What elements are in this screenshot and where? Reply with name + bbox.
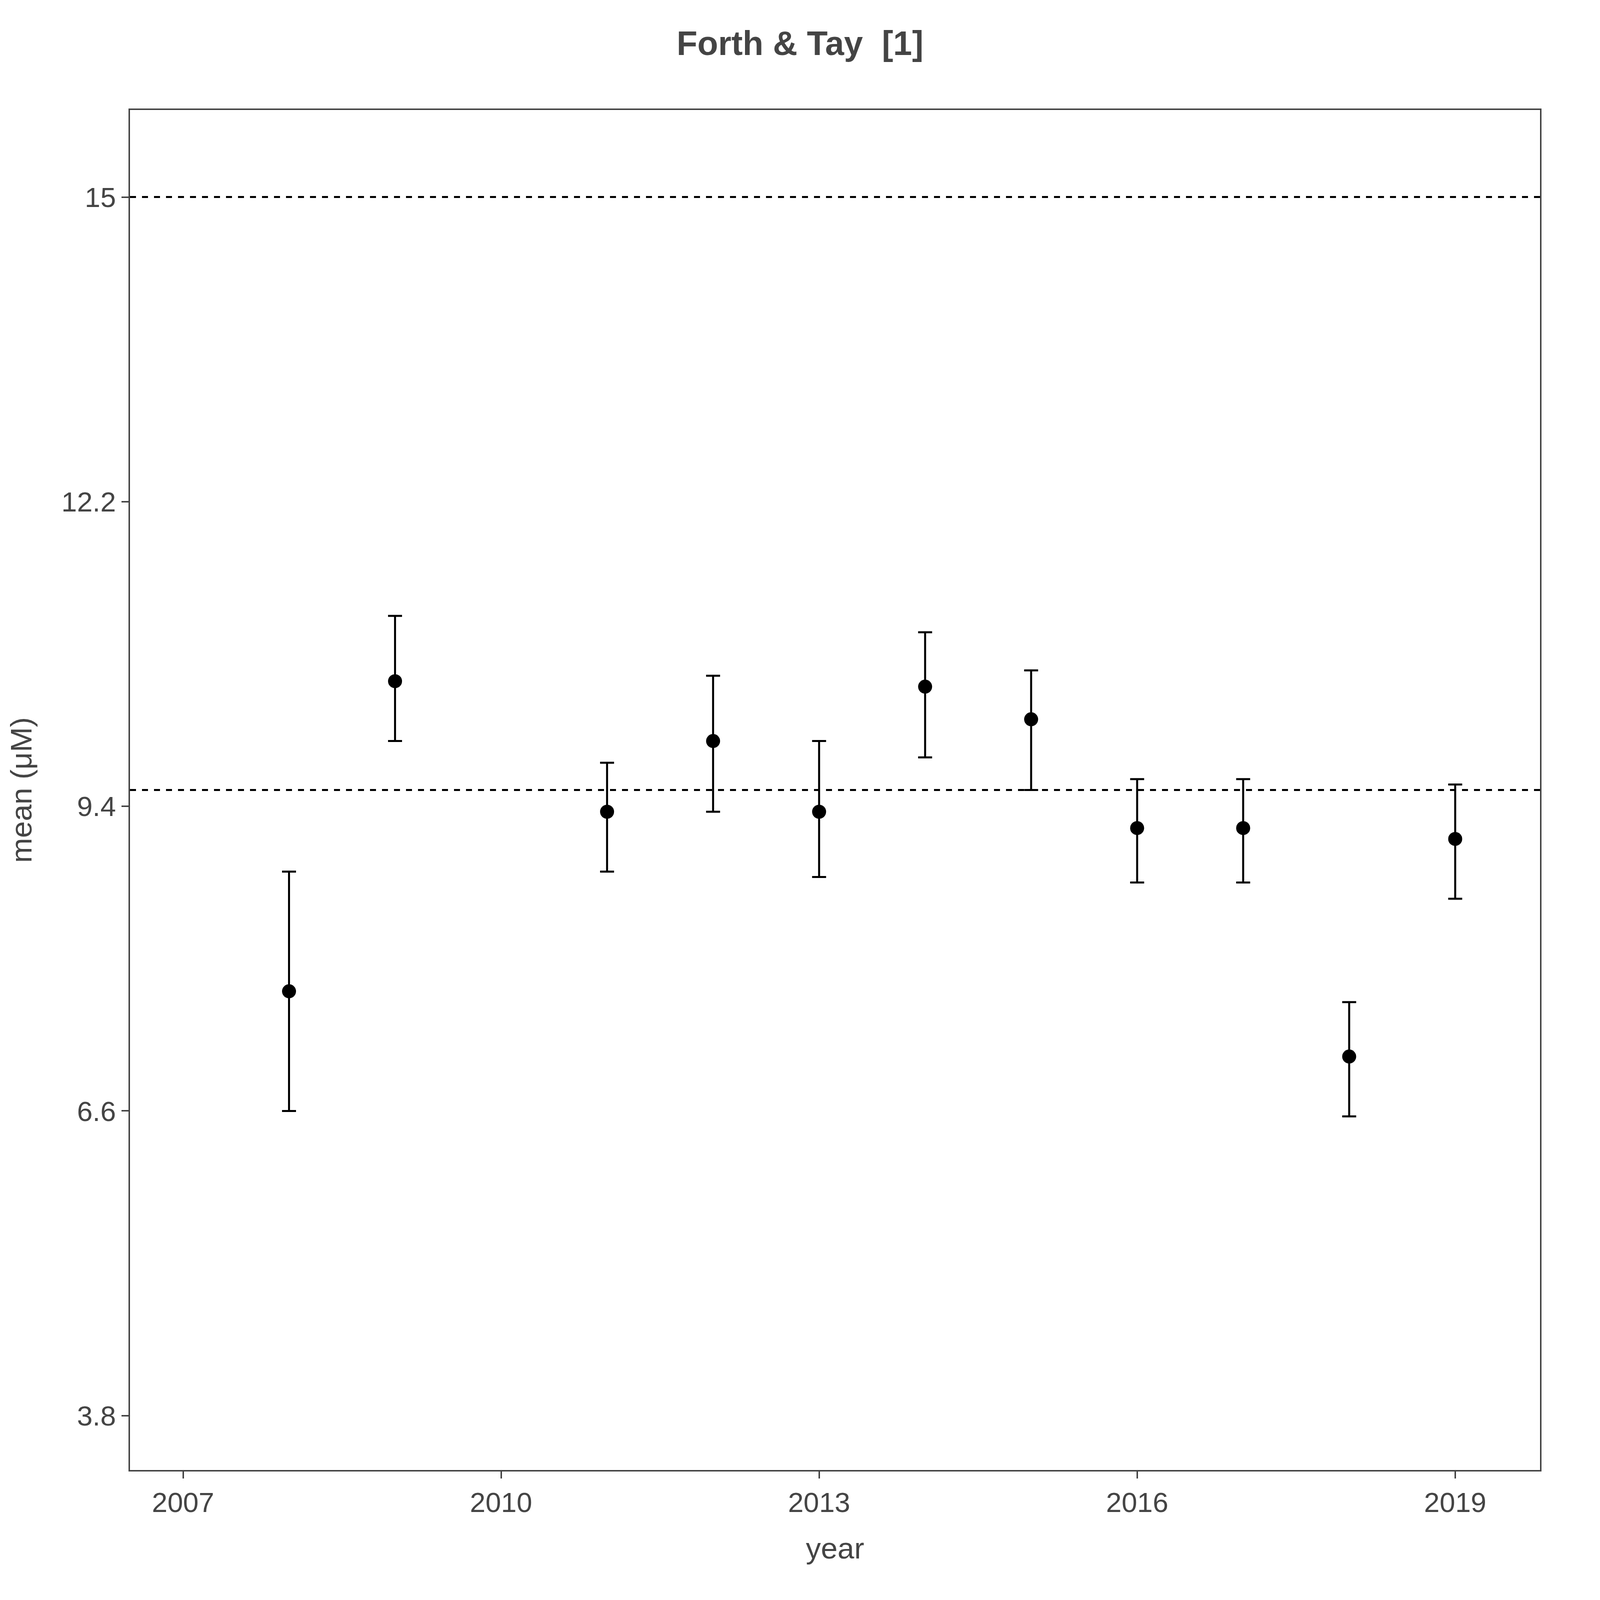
svg-text:12.2: 12.2 [61,486,116,518]
svg-text:2019: 2019 [1424,1486,1487,1518]
svg-text:15: 15 [85,181,116,213]
svg-text:3.8: 3.8 [77,1400,116,1432]
svg-text:year: year [806,1531,865,1565]
svg-text:Forth & Tay [1]: Forth & Tay [1] [676,24,924,62]
svg-text:9.4: 9.4 [77,790,116,822]
svg-text:2010: 2010 [470,1486,533,1518]
svg-text:2016: 2016 [1106,1486,1169,1518]
svg-text:6.6: 6.6 [77,1095,116,1127]
svg-text:2013: 2013 [788,1486,851,1518]
svg-text:mean (μM): mean (μM) [4,717,38,863]
svg-text:2007: 2007 [152,1486,215,1518]
